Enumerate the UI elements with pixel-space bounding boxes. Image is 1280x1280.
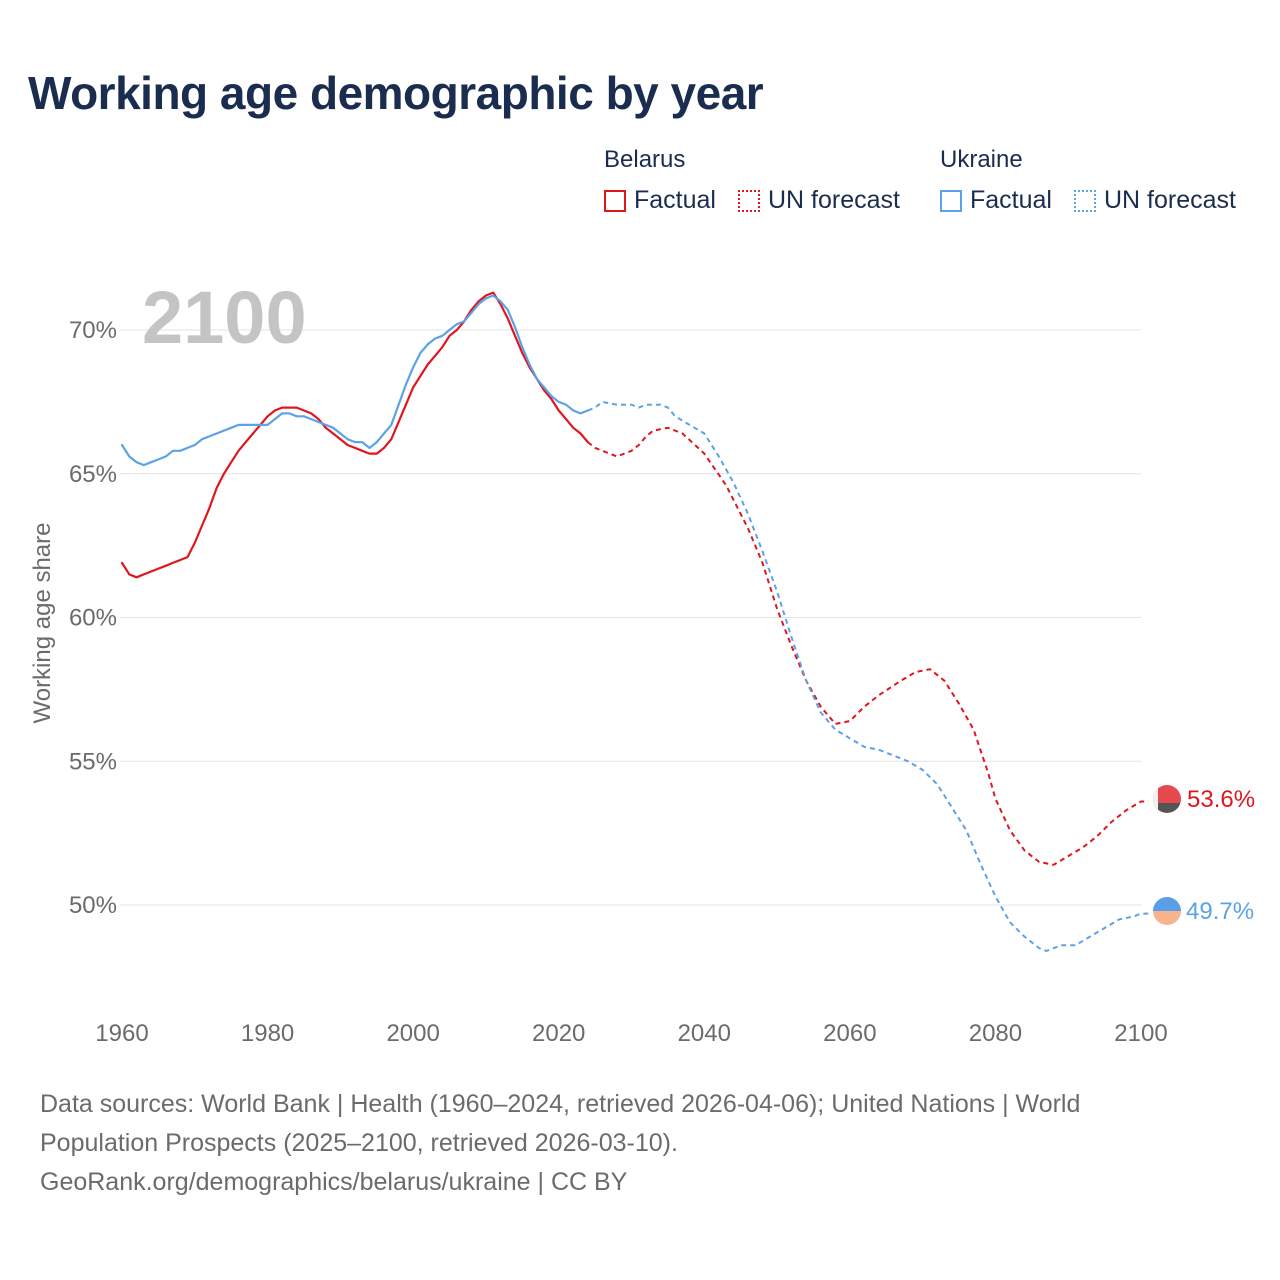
x-tick-2020: 2020: [532, 1020, 585, 1047]
legend-group-belarus: Belarus: [604, 146, 686, 173]
belarus-factual-line: [120, 291, 589, 579]
year-overlay: 2100: [142, 276, 307, 359]
legend-swatch-ukraine-factual: [940, 189, 962, 212]
x-tick-2000: 2000: [386, 1020, 439, 1047]
legend-label-ukraine-forecast: UN forecast: [1104, 186, 1236, 214]
grid-lines: [120, 329, 1141, 906]
x-tick-2080: 2080: [969, 1020, 1022, 1047]
x-axis-ticks: 1960 1980 2000 2020 2040 2060 2080 2100: [95, 1020, 1167, 1047]
x-tick-1980: 1980: [241, 1020, 294, 1047]
legend-swatch-ukraine-forecast: [1074, 189, 1096, 212]
legend-label-belarus-forecast: UN forecast: [768, 186, 900, 214]
belarus-un-forecast-line: [587, 426, 1149, 866]
x-tick-2040: 2040: [678, 1020, 731, 1047]
data-sources: Data sources: World Bank | Health (1960–…: [40, 1085, 1240, 1202]
legend-label-ukraine-factual: Factual: [970, 186, 1052, 214]
x-tick-1960: 1960: [95, 1020, 148, 1047]
legend-ukraine-forecast[interactable]: UN forecast: [1074, 186, 1236, 215]
legend-swatch-belarus-factual: [604, 189, 626, 212]
legend-label-belarus-factual: Factual: [634, 186, 716, 214]
sources-line-3[interactable]: GeoRank.org/demographics/belarus/ukraine…: [40, 1168, 628, 1196]
end-label-ukraine: 49.7%: [1186, 898, 1254, 925]
ukraine-flag-marker: [1153, 897, 1181, 925]
sources-line-2: Population Prospects (2025–2100, retriev…: [40, 1129, 678, 1157]
ukraine-factual-line: [120, 294, 589, 467]
y-tick-55: 55%: [69, 748, 117, 775]
y-tick-65: 65%: [69, 461, 117, 488]
ukraine-un-forecast-line: [587, 400, 1149, 952]
legend-ukraine-factual[interactable]: Factual: [940, 186, 1052, 215]
chart-title: Working age demographic by year: [28, 67, 764, 119]
series-lines: [120, 291, 1149, 952]
end-label-belarus: 53.6%: [1187, 786, 1255, 813]
x-tick-2060: 2060: [823, 1020, 876, 1047]
y-tick-70: 70%: [69, 317, 117, 344]
y-tick-60: 60%: [69, 605, 117, 632]
sources-line-1: Data sources: World Bank | Health (1960–…: [40, 1090, 1081, 1118]
belarus-flag-marker: [1153, 785, 1181, 813]
x-tick-2100: 2100: [1114, 1020, 1167, 1047]
y-tick-50: 50%: [69, 892, 117, 919]
legend-belarus-factual[interactable]: Factual: [604, 186, 716, 215]
legend-swatch-belarus-forecast: [738, 189, 760, 212]
y-axis-label: Working age share: [29, 523, 56, 724]
legend-group-ukraine: Ukraine: [940, 146, 1023, 173]
legend-belarus-forecast[interactable]: UN forecast: [738, 186, 900, 215]
y-axis-ticks: 50% 55% 60% 65% 70%: [69, 317, 117, 919]
